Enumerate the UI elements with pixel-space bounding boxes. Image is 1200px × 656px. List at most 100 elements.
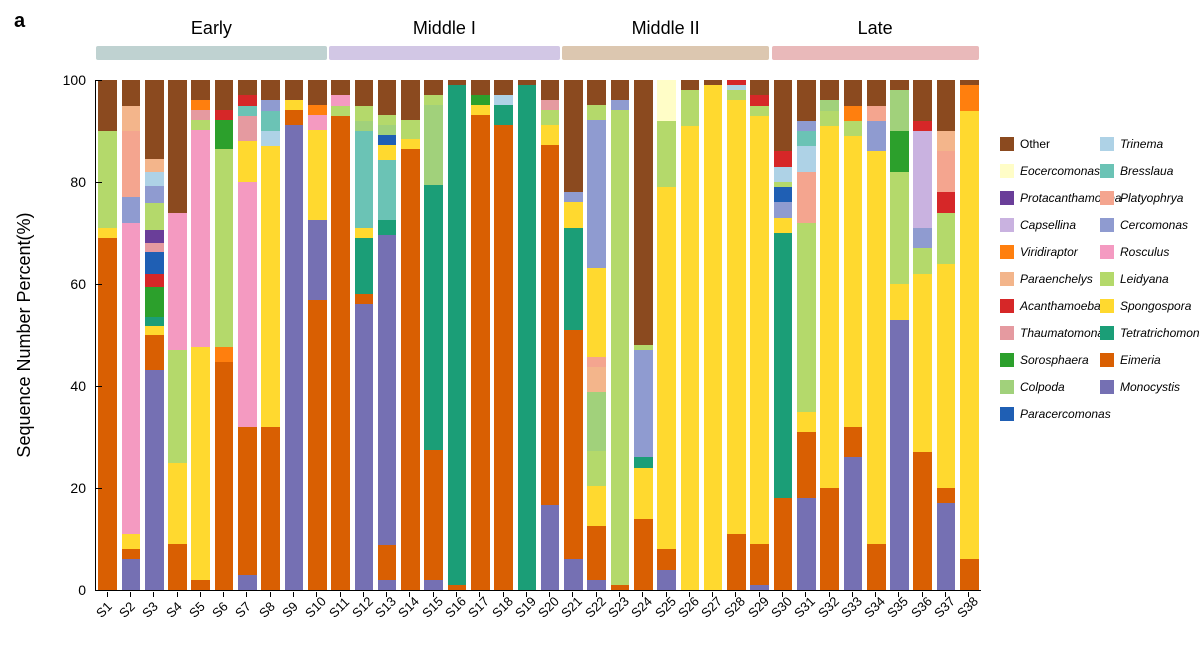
bar-segment <box>331 116 350 590</box>
legend-swatch <box>1000 326 1014 340</box>
bar-segment <box>587 367 606 392</box>
bar-segment <box>587 105 606 120</box>
bar-segment <box>913 452 932 590</box>
bar-segment <box>145 326 164 335</box>
bar-segment <box>494 105 513 125</box>
bar-segment <box>937 264 956 488</box>
bar-segment <box>122 80 141 106</box>
figure: a Sequence Number Percent(%) EarlyMiddle… <box>0 0 1200 656</box>
legend-swatch <box>1100 380 1114 394</box>
bar-segment <box>867 80 886 106</box>
bar <box>727 80 746 590</box>
legend-label: Paraenchelys <box>1020 272 1093 286</box>
bar <box>611 80 630 590</box>
bar-segment <box>774 187 793 202</box>
bar <box>238 80 257 590</box>
legend-item: Tetratrichomonas <box>1100 319 1200 346</box>
bar <box>867 80 886 590</box>
legend-label: Colpoda <box>1020 380 1065 394</box>
bar <box>355 80 374 590</box>
bar-segment <box>797 223 816 412</box>
bar-segment <box>378 580 397 590</box>
x-tick-label: S23 <box>605 594 632 621</box>
bar <box>145 80 164 590</box>
x-tick-label: S19 <box>512 594 539 621</box>
x-tick-label: S14 <box>395 594 422 621</box>
legend-item: Rosculus <box>1100 238 1200 265</box>
bar-segment <box>541 125 560 145</box>
legend-label: Leidyana <box>1120 272 1169 286</box>
legend-item: Monocystis <box>1100 373 1200 400</box>
x-tick-mark <box>107 592 108 597</box>
legend-swatch <box>1100 272 1114 286</box>
bar-segment <box>774 233 793 498</box>
x-tick-label: S3 <box>139 599 161 621</box>
bar-segment <box>937 131 956 151</box>
bar-segment <box>541 505 560 590</box>
bar-segment <box>750 106 769 116</box>
bar-segment <box>308 130 327 220</box>
x-tick-label: S7 <box>232 599 254 621</box>
bar-segment <box>215 347 234 362</box>
bar-segment <box>913 131 932 228</box>
bar-segment <box>238 116 257 142</box>
bar-segment <box>564 192 583 202</box>
x-tick-label: S8 <box>256 599 278 621</box>
group-label: Late <box>772 18 979 39</box>
legend-item: Protacanthamoeba <box>1000 184 1100 211</box>
legend-item: Paracercomonas <box>1000 400 1100 427</box>
bar-segment <box>145 287 164 318</box>
bar <box>494 80 513 590</box>
bar-segment <box>355 228 374 238</box>
bar-segment <box>797 172 816 223</box>
x-tick-label: S34 <box>861 594 888 621</box>
bar-segment <box>308 105 327 115</box>
x-tick-mark <box>200 592 201 597</box>
legend-item: Capsellina <box>1000 211 1100 238</box>
bar <box>541 80 560 590</box>
bar-segment <box>145 230 164 243</box>
bar-segment <box>820 100 839 110</box>
y-tick: 100 <box>46 72 96 88</box>
legend-item: Thaumatomonas <box>1000 319 1100 346</box>
plot-area: 020406080100 <box>95 80 981 591</box>
x-tick-label: S27 <box>698 594 725 621</box>
x-tick-label: S22 <box>582 594 609 621</box>
bar-segment <box>378 115 397 125</box>
bar-segment <box>541 80 560 100</box>
x-tick-label: S12 <box>349 594 376 621</box>
x-tick-mark <box>270 592 271 597</box>
bar-segment <box>285 80 304 100</box>
bar-segment <box>215 110 234 120</box>
bar-segment <box>890 320 909 590</box>
bar-segment <box>471 80 490 95</box>
bar-segment <box>191 130 210 348</box>
legend-item: Cercomonas <box>1100 211 1200 238</box>
legend-swatch <box>1100 245 1114 259</box>
legend-swatch <box>1100 218 1114 232</box>
bar-segment <box>378 220 397 235</box>
bar-segment <box>611 100 630 110</box>
legend-label: Eocercomonas <box>1020 164 1100 178</box>
x-tick-label: S33 <box>838 594 865 621</box>
x-tick-label: S17 <box>465 594 492 621</box>
x-axis-ticks: S1S2S3S4S5S6S7S8S9S10S11S12S13S14S15S16S… <box>95 592 980 642</box>
bar-segment <box>261 80 280 100</box>
bar <box>168 80 187 590</box>
legend-swatch <box>1100 326 1114 340</box>
legend-item: Colpoda <box>1000 373 1100 400</box>
bar-segment <box>424 185 443 450</box>
bar-segment <box>518 85 537 590</box>
legend-swatch <box>1100 164 1114 178</box>
bar-segment <box>890 284 909 320</box>
bar-segment <box>587 451 606 486</box>
bar-segment <box>774 202 793 217</box>
x-tick-label: S10 <box>302 594 329 621</box>
bar-segment <box>960 559 979 590</box>
bar-segment <box>145 172 164 185</box>
bar-segment <box>471 105 490 115</box>
bar-segment <box>168 350 187 462</box>
bar-segment <box>564 559 583 590</box>
legend-label: Sorosphaera <box>1020 353 1089 367</box>
bar-segment <box>494 95 513 105</box>
